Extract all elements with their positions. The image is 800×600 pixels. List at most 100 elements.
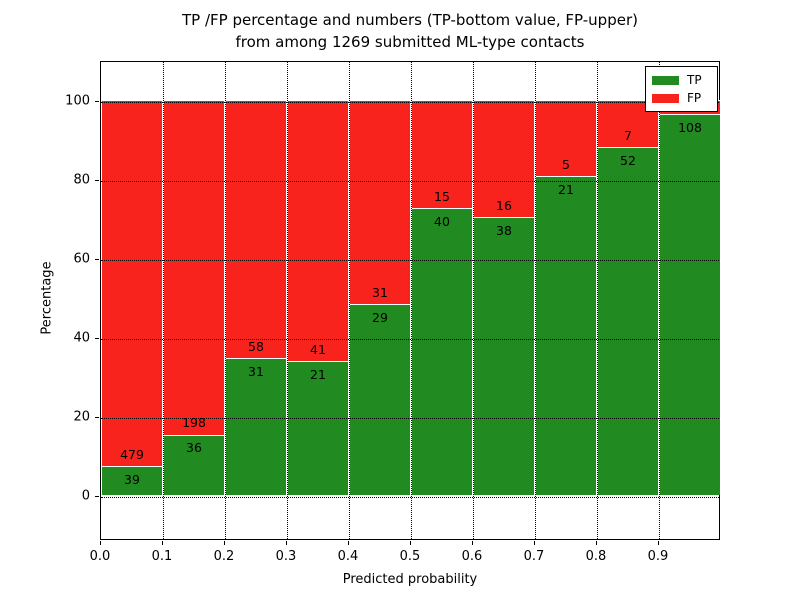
gridline-horizontal	[101, 101, 719, 103]
gridline-vertical	[225, 62, 226, 539]
bar-bin-0.6	[473, 99, 535, 496]
gridline-horizontal	[101, 339, 719, 341]
gridline-vertical	[287, 62, 288, 539]
x-tick-label: 0.0	[89, 549, 111, 564]
x-tick	[348, 541, 349, 545]
plot-area: 39 479 36 198 31 58 21 41 29 31 40 15 38 16 21 5 52 7 108	[100, 61, 721, 540]
bar-bin-0.8	[597, 99, 659, 496]
y-tick	[95, 338, 99, 340]
tp-bar-segment	[287, 361, 349, 496]
tp-bar-segment	[597, 146, 659, 496]
bar-bin-0	[101, 99, 163, 496]
y-tick-label: 0	[81, 488, 90, 504]
fp-bar-segment	[225, 99, 287, 358]
gridline-vertical	[163, 62, 164, 539]
x-tick	[596, 541, 597, 545]
y-tick-label: 60	[73, 251, 90, 267]
tp-bar-segment	[225, 357, 287, 496]
chart-title-line1: TP /FP percentage and numbers (TP-bottom…	[182, 11, 638, 29]
x-tick	[100, 541, 101, 545]
tp-bar-segment	[163, 434, 225, 496]
tp-count-label: 21	[558, 181, 574, 197]
x-tick-label: 0.8	[585, 549, 607, 564]
fp-bar-segment	[411, 99, 473, 208]
fp-count-label: 41	[310, 342, 326, 358]
gridline-vertical	[659, 62, 660, 539]
bar-bin-0.4	[349, 99, 411, 496]
fp-bar-segment	[535, 99, 597, 176]
gridline-horizontal	[101, 418, 719, 420]
y-tick-label: 20	[73, 409, 90, 425]
tp-bar-segment	[535, 175, 597, 496]
x-tick	[658, 541, 659, 545]
y-tick-label: 100	[65, 93, 90, 109]
y-axis-label: Percentage	[39, 261, 55, 335]
fp-bar-segment	[163, 99, 225, 435]
fp-bar-segment	[349, 99, 411, 305]
tp-bar-segment	[411, 207, 473, 496]
x-tick-label: 0.1	[151, 549, 173, 564]
tp-count-label: 29	[372, 310, 388, 326]
tp-count-label: 39	[124, 471, 140, 487]
tp-swatch-icon	[652, 75, 679, 85]
gridline-horizontal	[101, 180, 719, 182]
tp-count-label: 31	[248, 363, 264, 379]
tp-count-label: 36	[186, 440, 202, 456]
gridline-vertical	[473, 62, 474, 539]
x-tick-label: 0.9	[647, 549, 669, 564]
chart-title-line2: from among 1269 submitted ML-type contac…	[235, 33, 585, 51]
fp-bar-segment	[101, 99, 163, 466]
legend-item-fp: FP	[652, 91, 711, 105]
x-tick	[472, 541, 473, 545]
x-tick-label: 0.7	[523, 549, 545, 564]
gridline-vertical	[597, 62, 598, 539]
fp-bar-segment	[473, 99, 535, 217]
fp-count-label: 58	[248, 338, 264, 354]
y-tick-label: 80	[73, 172, 90, 188]
bar-bin-0.5	[411, 99, 473, 496]
gridline-horizontal	[101, 259, 719, 261]
x-tick-label: 0.3	[275, 549, 297, 564]
fp-count-label: 7	[624, 127, 632, 143]
gridline-vertical	[349, 62, 350, 539]
bar-bin-0.2	[225, 99, 287, 496]
tp-bar-segment	[659, 113, 721, 496]
fp-count-label: 5	[562, 156, 570, 172]
bar-bin-0.7	[535, 99, 597, 496]
y-tick-label: 40	[73, 330, 90, 346]
gridline-vertical	[411, 62, 412, 539]
tp-count-label: 21	[310, 367, 326, 383]
x-tick-label: 0.6	[461, 549, 483, 564]
fp-count-label: 31	[372, 285, 388, 301]
tp-count-label: 108	[678, 119, 702, 135]
bar-bin-0.3	[287, 99, 349, 496]
tp-count-label: 38	[496, 222, 512, 238]
fp-bar-segment	[287, 99, 349, 362]
gridline-horizontal	[101, 497, 719, 499]
gridline-vertical	[535, 62, 536, 539]
fp-count-label: 15	[434, 188, 450, 204]
x-tick-label: 0.5	[399, 549, 421, 564]
x-tick	[534, 541, 535, 545]
x-tick-label: 0.4	[337, 549, 359, 564]
bar-bin-0.1	[163, 99, 225, 496]
x-tick	[162, 541, 163, 545]
tp-count-label: 40	[434, 213, 450, 229]
y-tick	[95, 417, 99, 419]
tp-bar-segment	[349, 304, 411, 496]
x-tick	[224, 541, 225, 545]
legend-label-fp: FP	[687, 91, 702, 105]
fp-swatch-icon	[652, 93, 679, 103]
bar-bin-0.9	[659, 99, 721, 496]
y-tick	[95, 258, 99, 260]
x-tick-label: 0.2	[213, 549, 235, 564]
y-tick	[95, 179, 99, 181]
x-axis-label: Predicted probability	[342, 572, 478, 587]
y-tick	[95, 496, 99, 498]
fp-count-label: 479	[120, 446, 144, 462]
legend: TP FP	[645, 66, 718, 112]
y-tick	[95, 100, 99, 102]
tp-bar-segment	[473, 216, 535, 496]
fp-count-label: 198	[182, 415, 206, 431]
